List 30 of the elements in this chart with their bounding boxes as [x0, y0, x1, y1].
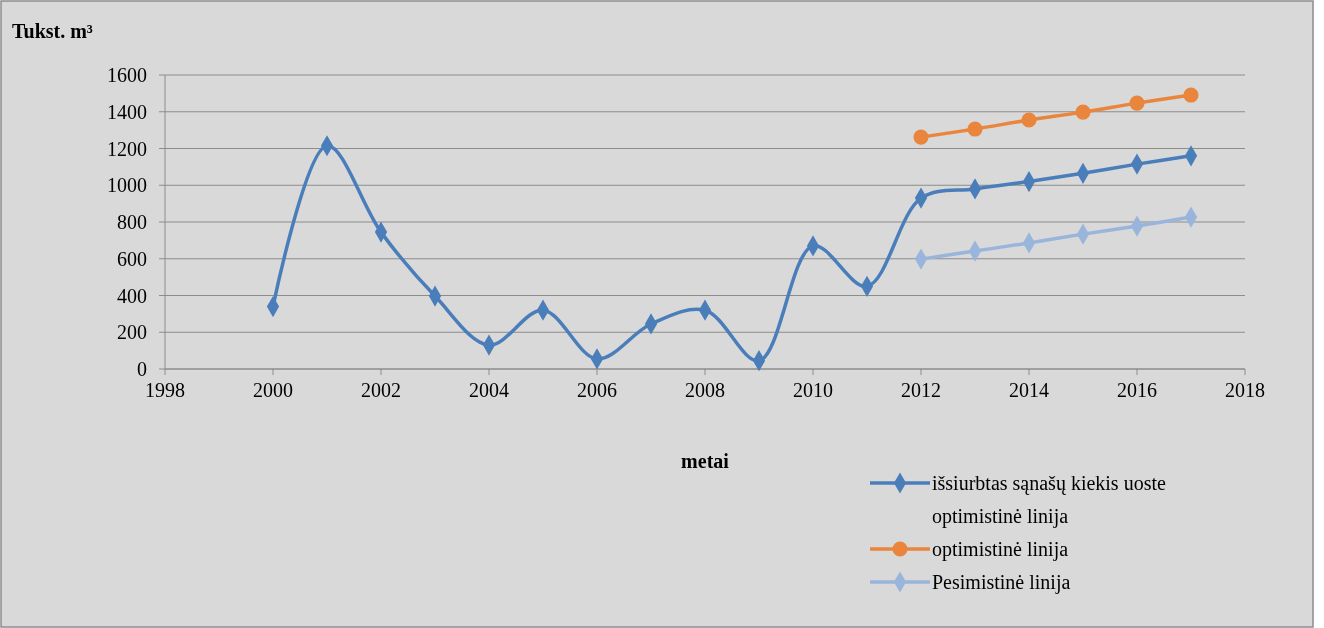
y-axis-title: Tukst. m³	[12, 20, 93, 42]
point	[1129, 95, 1145, 111]
x-tick-label: 2010	[793, 379, 833, 401]
x-tick-label: 2002	[361, 379, 401, 401]
x-tick-label: 2018	[1225, 379, 1265, 401]
point	[1183, 87, 1199, 103]
x-tick-label: 2008	[685, 379, 725, 401]
x-tick-label: 2012	[901, 379, 941, 401]
y-tick-label: 600	[117, 247, 147, 270]
legend-label: optimistinė linija	[932, 538, 1069, 561]
y-tick-label: 200	[117, 321, 147, 344]
x-tick-label: 2000	[253, 379, 293, 401]
x-tick-label: 2014	[1009, 379, 1049, 401]
y-tick-label: 800	[117, 211, 147, 233]
x-tick-label: 1998	[145, 379, 185, 401]
y-tick-label: 1000	[107, 174, 147, 197]
x-tick-label: 2006	[577, 379, 617, 401]
y-tick-label: 1200	[107, 137, 147, 160]
x-axis-title: metai	[681, 450, 730, 472]
legend-label: Pesimistinė linija	[932, 571, 1071, 594]
point	[1021, 112, 1037, 128]
y-tick-label: 0	[137, 358, 147, 380]
point	[913, 129, 929, 145]
x-tick-label: 2004	[469, 379, 509, 401]
x-tick-label: 2016	[1117, 379, 1157, 401]
y-tick-label: 1400	[107, 100, 147, 123]
point	[967, 121, 983, 137]
point	[1075, 104, 1091, 120]
y-tick-label: 400	[117, 284, 147, 307]
y-tick-label: 1600	[107, 64, 147, 86]
